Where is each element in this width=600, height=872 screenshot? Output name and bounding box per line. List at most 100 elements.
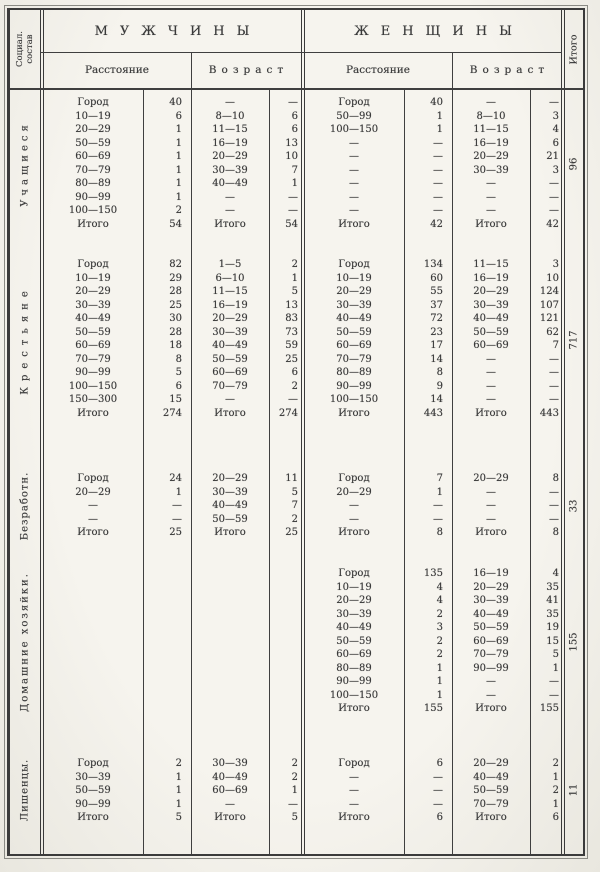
count-value: 5 (175, 367, 182, 379)
count-value: — (433, 798, 443, 810)
count-value: 9 (436, 380, 443, 392)
range-label: 100—150 (329, 124, 379, 136)
count-value: 124 (539, 286, 559, 298)
count-value: 25 (285, 353, 298, 365)
count-value: 7 (552, 340, 559, 352)
count-value: 2 (291, 380, 298, 392)
count-value: 121 (539, 313, 559, 325)
table-row: Город 134 (304, 258, 452, 272)
table-row: 30—39 25 (43, 299, 191, 313)
count-value: — (549, 205, 559, 217)
range-label: 11—15 (473, 124, 509, 136)
table-row: — — (304, 771, 452, 785)
count-value: 1 (436, 124, 443, 136)
count-value: 1 (175, 798, 182, 810)
table-row: — — (452, 393, 562, 407)
table-row: 30—39 1 (43, 771, 191, 785)
count-value: 1 (175, 151, 182, 163)
table-row: 50—59 2 (191, 513, 301, 527)
table-rule (561, 10, 565, 854)
table-row: — — (191, 191, 301, 205)
men-distance-column: Город 24 20—29 1— — — — Итого 25 (43, 472, 191, 540)
women-distance-column: Город 7 20—29 1— — — — Итого 8 (304, 472, 452, 540)
table-rule (40, 52, 562, 53)
table-row: — — (452, 177, 562, 191)
table-row: Итого 5 (43, 811, 191, 825)
range-label: 150—300 (68, 394, 118, 406)
table-row: 100—150 1 (304, 123, 452, 137)
count-value: 28 (169, 326, 182, 338)
table-row: — — (304, 150, 452, 164)
table-body: Учащиеся Крестьяне Безработн. Домашние х… (10, 90, 583, 854)
men-distance-label: Расстояние (84, 64, 150, 76)
table-row: — — (304, 137, 452, 151)
count-value: — (288, 394, 298, 406)
table-rule (269, 88, 270, 854)
count-value: 35 (546, 608, 559, 620)
table-row: Итого 54 (191, 218, 301, 232)
table-row: 30—39 2 (191, 757, 301, 771)
table-row: 40—49 35 (452, 608, 562, 622)
table-rule (404, 88, 405, 854)
range-label: 20—29 (212, 151, 248, 163)
range-label: 8—10 (215, 110, 245, 122)
table-row: 20—29 10 (191, 150, 301, 164)
count-value: 54 (285, 218, 298, 230)
table-row: 1—5 2 (191, 258, 301, 272)
count-value: 1 (175, 486, 182, 498)
table-row: 16—19 6 (452, 137, 562, 151)
range-label: 6—10 (215, 272, 245, 284)
count-value: 41 (546, 595, 559, 607)
range-label: 70—79 (75, 164, 111, 176)
men-distance-header: Расстояние (43, 52, 191, 88)
table-row: 30—39 7 (191, 164, 301, 178)
range-label: Итого (338, 527, 370, 539)
table-row: 60—69 17 (304, 339, 452, 353)
corner-line1: Социал. (15, 31, 26, 67)
table-row: 90—99 1 (43, 798, 191, 812)
table-row: Итого 6 (304, 811, 452, 825)
range-label: 50—59 (336, 635, 372, 647)
range-label: — (486, 486, 496, 498)
range-label: Итого (214, 527, 246, 539)
range-label: — (486, 676, 496, 688)
table-row: 16—19 13 (191, 299, 301, 313)
table-row: — — (452, 499, 562, 513)
range-label: 50—59 (75, 785, 111, 797)
range-label: 40—49 (473, 313, 509, 325)
table-row: Итого 8 (304, 526, 452, 540)
women-distance-column: Город 6— — — — — — Итого 6 (304, 757, 452, 825)
table-row: 60—69 15 (452, 635, 562, 649)
count-value: 4 (552, 124, 559, 136)
men-distance-column: Город 2 30—39 1 50—59 1 90—99 1 Итого 5 (43, 757, 191, 825)
table-row: 70—79 2 (191, 380, 301, 394)
count-value: 25 (169, 527, 182, 539)
women-distance-column: Город 40 50—99 1 100—150 1— — — — — — — — — — — — Итого 42 (304, 96, 452, 233)
range-label: Итого (338, 703, 370, 715)
table-row: — — (304, 798, 452, 812)
table-row: 50—59 2 (452, 784, 562, 798)
table-row: Итого 6 (452, 811, 562, 825)
range-label: Город (338, 473, 370, 485)
count-value: 155 (423, 703, 443, 715)
range-label: 20—29 (75, 124, 111, 136)
table-row: 30—39 2 (304, 608, 452, 622)
table-row: 20—29 11 (191, 472, 301, 486)
range-label: 16—19 (473, 137, 509, 149)
count-value: 2 (291, 259, 298, 271)
sidebar-label-housewives: Домашние хозяйки. (19, 572, 31, 712)
table-row: 50—59 25 (191, 353, 301, 367)
count-value: 2 (552, 785, 559, 797)
count-value: 23 (430, 326, 443, 338)
range-label: — (349, 191, 359, 203)
range-label: — (486, 367, 496, 379)
count-value: — (433, 205, 443, 217)
count-value: 4 (436, 581, 443, 593)
range-label: — (349, 164, 359, 176)
table-row: 50—59 1 (43, 784, 191, 798)
men-group-label: МУЖЧИНЫ (94, 23, 262, 39)
corner-header: Социал. состав (10, 10, 40, 88)
count-value: — (433, 151, 443, 163)
range-label: 20—29 (212, 313, 248, 325)
count-value: 6 (291, 124, 298, 136)
